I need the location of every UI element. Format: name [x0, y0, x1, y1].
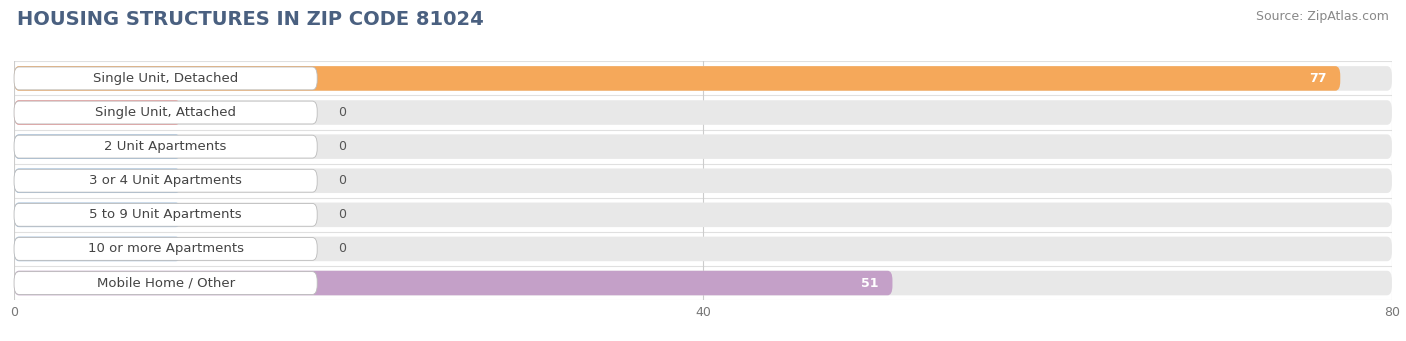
Text: 51: 51 [862, 277, 879, 290]
FancyBboxPatch shape [14, 271, 1392, 295]
Text: 0: 0 [337, 140, 346, 153]
FancyBboxPatch shape [14, 66, 1340, 91]
FancyBboxPatch shape [14, 134, 181, 159]
FancyBboxPatch shape [14, 67, 318, 90]
FancyBboxPatch shape [14, 203, 1392, 227]
FancyBboxPatch shape [14, 271, 893, 295]
FancyBboxPatch shape [14, 100, 181, 125]
Text: HOUSING STRUCTURES IN ZIP CODE 81024: HOUSING STRUCTURES IN ZIP CODE 81024 [17, 10, 484, 29]
FancyBboxPatch shape [14, 66, 1392, 91]
Text: Source: ZipAtlas.com: Source: ZipAtlas.com [1256, 10, 1389, 23]
FancyBboxPatch shape [14, 203, 181, 227]
Text: 0: 0 [337, 242, 346, 255]
Text: 0: 0 [337, 106, 346, 119]
FancyBboxPatch shape [14, 101, 318, 124]
Text: 10 or more Apartments: 10 or more Apartments [87, 242, 243, 255]
FancyBboxPatch shape [14, 100, 1392, 125]
FancyBboxPatch shape [14, 238, 318, 261]
FancyBboxPatch shape [14, 169, 318, 192]
FancyBboxPatch shape [14, 168, 181, 193]
Text: 5 to 9 Unit Apartments: 5 to 9 Unit Apartments [90, 208, 242, 221]
Text: 77: 77 [1309, 72, 1326, 85]
Text: 0: 0 [337, 174, 346, 187]
Text: 2 Unit Apartments: 2 Unit Apartments [104, 140, 226, 153]
Text: 0: 0 [337, 208, 346, 221]
FancyBboxPatch shape [14, 135, 318, 158]
FancyBboxPatch shape [14, 271, 318, 294]
FancyBboxPatch shape [14, 168, 1392, 193]
FancyBboxPatch shape [14, 237, 181, 261]
Text: Single Unit, Attached: Single Unit, Attached [96, 106, 236, 119]
Text: Mobile Home / Other: Mobile Home / Other [97, 277, 235, 290]
Text: Single Unit, Detached: Single Unit, Detached [93, 72, 238, 85]
FancyBboxPatch shape [14, 237, 1392, 261]
Text: 3 or 4 Unit Apartments: 3 or 4 Unit Apartments [89, 174, 242, 187]
FancyBboxPatch shape [14, 203, 318, 226]
FancyBboxPatch shape [14, 134, 1392, 159]
